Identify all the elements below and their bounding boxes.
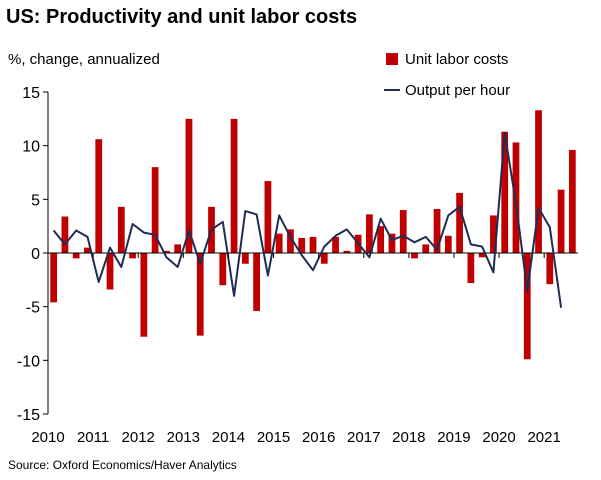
bar-unit-labor-costs [343,250,351,253]
bar-unit-labor-costs [523,253,531,360]
y-axis-label: %, change, annualized [8,51,160,68]
bar-unit-labor-costs [84,247,91,253]
source-note: Source: Oxford Economics/Haver Analytics [8,458,237,472]
x-tick-label: 2021 [527,429,560,446]
legend: Unit labor costs Output per hour [384,51,510,99]
y-axis-ticks: 15 10 5 0 -5 -10 -15 [17,85,48,424]
bar-unit-labor-costs [174,244,182,253]
bar-unit-labor-costs [264,181,272,253]
bar-unit-labor-costs [298,237,306,253]
bar-unit-labor-costs [106,253,114,290]
bar-unit-labor-costs [399,210,407,253]
bar-unit-labor-costs [140,253,148,337]
bar-unit-labor-costs [490,215,497,253]
bar-unit-labor-costs [478,253,486,258]
bar-unit-labor-costs [163,250,170,253]
bar-series-unit-labor-costs [50,110,576,360]
bar-unit-labor-costs [117,206,125,253]
y-tick-label: 5 [31,192,40,209]
bar-unit-labor-costs [185,118,193,253]
bar-unit-labor-costs [230,118,238,253]
bar-unit-labor-costs [411,253,418,259]
y-tick-label: 10 [22,139,40,156]
x-tick-label: 2015 [257,429,290,446]
x-tick-label: 2017 [347,429,380,446]
x-axis-ticks: 2010 2011 2012 2013 2014 2015 2016 2017 2018 2019… [31,253,561,446]
bar-unit-labor-costs [287,229,294,253]
y-tick-label: -10 [17,353,40,370]
bar-unit-labor-costs [332,236,339,253]
x-tick-label: 2013 [167,429,200,446]
bar-unit-labor-costs [388,233,396,253]
x-tick-label: 2018 [392,429,425,446]
bar-unit-labor-costs [95,139,103,253]
y-tick-label: -5 [26,300,40,317]
bar-unit-labor-costs [366,214,373,253]
bar-unit-labor-costs [444,235,452,253]
bar-unit-labor-costs [253,253,260,311]
bar-unit-labor-costs [377,226,385,253]
bar-unit-labor-costs [129,253,136,259]
bar-unit-labor-costs [568,149,576,253]
bar-unit-labor-costs [456,192,463,253]
x-tick-label: 2012 [122,429,155,446]
y-tick-label: 0 [31,246,40,263]
bar-unit-labor-costs [61,216,69,253]
chart-title: US: Productivity and unit labor costs [6,6,358,28]
legend-label-output-per-hour: Output per hour [405,82,510,99]
x-tick-label: 2020 [482,429,515,446]
bar-unit-labor-costs [196,253,204,336]
bar-unit-labor-costs [151,167,159,253]
bar-unit-labor-costs [422,244,430,253]
bar-unit-labor-costs [501,131,509,253]
bar-unit-labor-costs [72,253,80,259]
bar-unit-labor-costs [535,110,542,253]
x-tick-label: 2019 [437,429,470,446]
bar-unit-labor-costs [320,253,328,264]
bar-unit-labor-costs [275,233,283,253]
y-tick-label: 15 [22,85,40,102]
x-tick-label: 2011 [77,429,109,446]
bar-unit-labor-costs [50,253,58,303]
line-series-output-per-hour [52,131,563,308]
bar-unit-labor-costs [433,208,441,253]
bar-unit-labor-costs [241,253,249,264]
x-tick-label: 2014 [212,429,245,446]
x-tick-label: 2010 [31,429,64,446]
bar-unit-labor-costs [546,253,554,285]
bar-unit-labor-costs [467,253,475,284]
y-tick-label: -15 [17,407,40,424]
legend-label-unit-labor-costs: Unit labor costs [405,51,508,68]
x-tick-label: 2016 [302,429,335,446]
bar-unit-labor-costs [557,189,565,253]
legend-swatch-unit-labor-costs [386,53,398,65]
bar-unit-labor-costs [309,236,317,253]
bar-unit-labor-costs [219,253,227,286]
